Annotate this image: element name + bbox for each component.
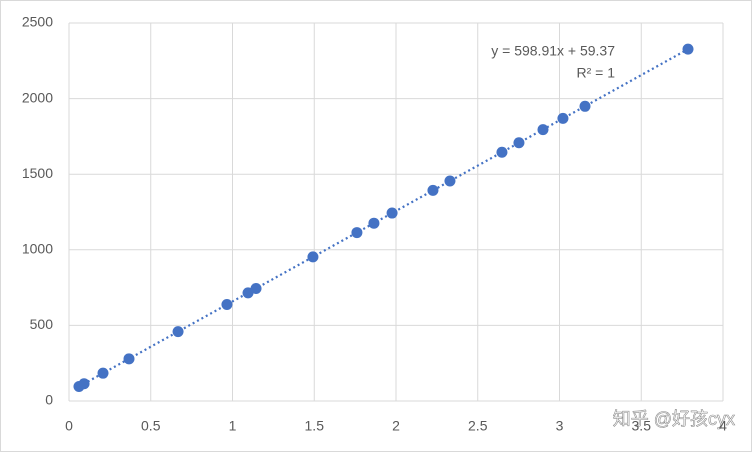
x-tick-label: 4 (719, 418, 727, 434)
point (307, 251, 319, 263)
point (242, 287, 254, 299)
point (427, 184, 439, 196)
point (123, 353, 135, 365)
equation: y = 598.91x + 59.37 (491, 43, 615, 59)
point (221, 299, 233, 311)
point (250, 283, 262, 295)
y-tick-label: 0 (45, 392, 53, 408)
y-tick-label: 500 (30, 316, 54, 332)
point (537, 124, 549, 136)
point (386, 207, 398, 219)
point (368, 217, 380, 229)
y-tick-label: 2500 (22, 14, 53, 30)
point (351, 227, 363, 239)
x-tick-label: 0 (65, 418, 73, 434)
point (97, 367, 109, 379)
y-tick-label: 1500 (22, 165, 53, 181)
watermark: 知乎 @好孩cyx (613, 409, 735, 429)
x-tick-label: 2.5 (468, 418, 488, 434)
y-tick-label: 2000 (22, 89, 53, 105)
y-tick-label: 1000 (22, 241, 53, 257)
x-tick-label: 1 (229, 418, 237, 434)
x-tick-label: 3 (556, 418, 564, 434)
point (444, 175, 456, 187)
point (579, 100, 591, 112)
r-squared: R² = 1 (576, 65, 615, 81)
point (496, 146, 508, 158)
point (682, 43, 694, 55)
point (172, 326, 184, 338)
x-tick-label: 1.5 (305, 418, 325, 434)
x-tick-label: 3.5 (632, 418, 652, 434)
point (513, 137, 525, 149)
point (78, 378, 90, 390)
point (557, 112, 569, 124)
x-tick-label: 2 (392, 418, 400, 434)
x-tick-label: 0.5 (141, 418, 161, 434)
